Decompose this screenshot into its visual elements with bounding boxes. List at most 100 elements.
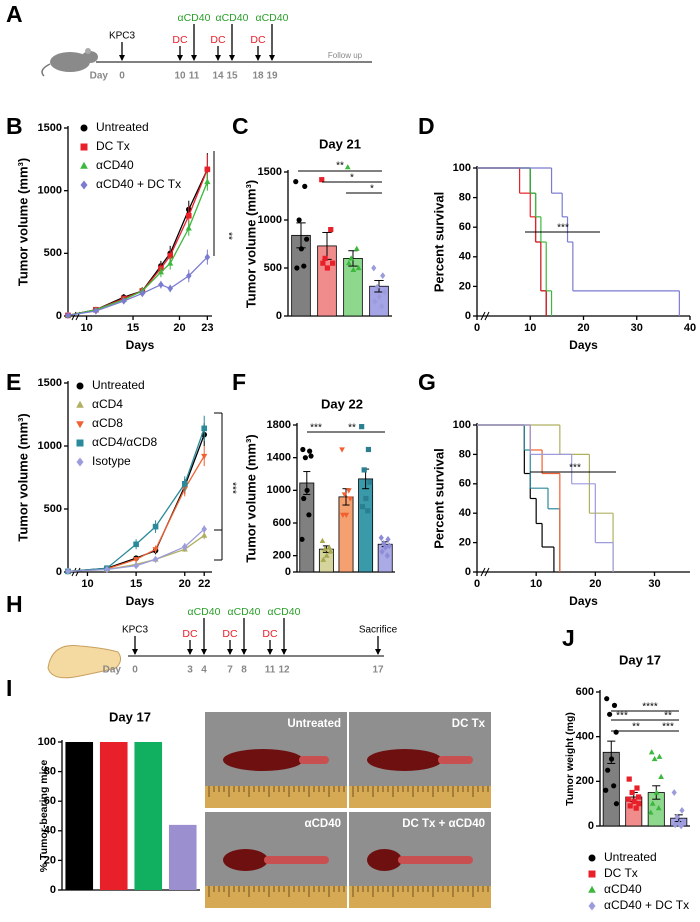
mouse-icon [41, 48, 98, 77]
bar [134, 742, 163, 890]
y-tick-label: 0 [465, 566, 471, 578]
marker [308, 453, 314, 459]
x-tick-label: 30 [631, 322, 643, 334]
x-tick-label: 15 [130, 578, 142, 590]
series-line [67, 256, 208, 317]
marker [355, 264, 362, 271]
marker [322, 255, 328, 261]
marker [613, 801, 620, 807]
legend-label: αCD8 [92, 416, 123, 430]
x-tick-label: 15 [127, 322, 139, 334]
marker [379, 303, 385, 310]
legend-marker [76, 400, 84, 408]
y-tick-label: 1000 [38, 185, 62, 197]
day-number: 18 [252, 71, 264, 82]
marker [298, 246, 304, 252]
legend-label: Untreated [92, 378, 145, 392]
marker [382, 288, 388, 296]
marker [341, 492, 348, 498]
marker [376, 293, 382, 301]
marker [648, 749, 655, 755]
model-label: KPC3 [122, 625, 149, 636]
marker [152, 523, 159, 530]
x-tick-label: 10 [524, 322, 536, 334]
tumor-tissue [367, 749, 442, 771]
marker [656, 753, 663, 759]
arrow-head [269, 55, 275, 61]
tumor-tissue [367, 849, 402, 871]
y-tick-label: 500 [44, 247, 62, 259]
marker [629, 789, 635, 796]
marker [382, 544, 389, 551]
legend-marker [588, 901, 596, 911]
marker [204, 178, 211, 185]
marker [613, 729, 619, 735]
day-label: Day [90, 71, 109, 82]
significance-label: ** [348, 423, 356, 434]
marker [201, 425, 208, 432]
marker [157, 268, 164, 275]
bar [65, 742, 94, 890]
significance-label: *** [310, 423, 322, 434]
y-tick-label: 80 [44, 766, 56, 778]
legend-label: DC Tx [604, 866, 638, 880]
panel-letter: J [562, 625, 575, 651]
treatment-label: αCD40 [228, 606, 261, 618]
treatment-label: DC [210, 34, 226, 46]
tissue-tail [398, 856, 473, 864]
marker [320, 260, 326, 266]
marker [608, 756, 615, 762]
marker [631, 798, 637, 805]
marker [93, 307, 99, 315]
y-tick-label: 20 [44, 854, 56, 866]
marker [139, 289, 146, 298]
marker [386, 542, 393, 550]
significance-label: *** [616, 711, 628, 722]
marker [611, 783, 617, 789]
y-tick-label: 40 [459, 251, 471, 263]
x-axis-label: Days [126, 594, 155, 608]
significance-label: ** [632, 722, 640, 733]
marker [365, 508, 371, 514]
marker [367, 479, 373, 485]
legend-label: αCD40 + DC Tx [604, 898, 689, 912]
treatment-label: αCD40 [216, 12, 249, 24]
legend-marker [80, 161, 88, 169]
marker [152, 547, 159, 553]
marker [681, 818, 687, 825]
marker [167, 253, 173, 259]
marker [649, 800, 656, 806]
panel-letter: I [6, 675, 12, 701]
chart-title: Day 17 [619, 652, 661, 667]
day-number: 0 [132, 665, 138, 676]
marker [350, 266, 357, 272]
marker [374, 283, 380, 291]
x-tick-label: 0 [474, 578, 480, 590]
legend-marker [76, 421, 84, 429]
treatment-label: αCD40 [188, 606, 221, 618]
marker [322, 546, 328, 552]
day-number: 4 [201, 665, 207, 676]
series-line [67, 428, 205, 573]
treatment-label: DC [250, 34, 266, 46]
significance-label: *** [569, 463, 581, 474]
x-tick-label: 10 [530, 578, 542, 590]
x-tick-label: 40 [684, 322, 696, 334]
y-tick-label: 60 [44, 795, 56, 807]
ruler [349, 886, 491, 908]
significance-label: **** [642, 702, 658, 713]
marker [348, 255, 354, 261]
y-axis-label: Tumor volume (mm³) [243, 434, 258, 562]
treatment-label: αCD40 [178, 12, 211, 24]
y-tick-label: 1000 [258, 214, 282, 226]
marker [296, 217, 302, 223]
y-tick-label: 400 [576, 731, 594, 743]
axis-break [71, 567, 81, 577]
marker [204, 253, 211, 261]
chart-title: Day 21 [319, 136, 361, 151]
marker [372, 298, 378, 305]
marker [679, 806, 685, 814]
marker [604, 696, 610, 702]
y-tick-label: 200 [576, 775, 594, 787]
